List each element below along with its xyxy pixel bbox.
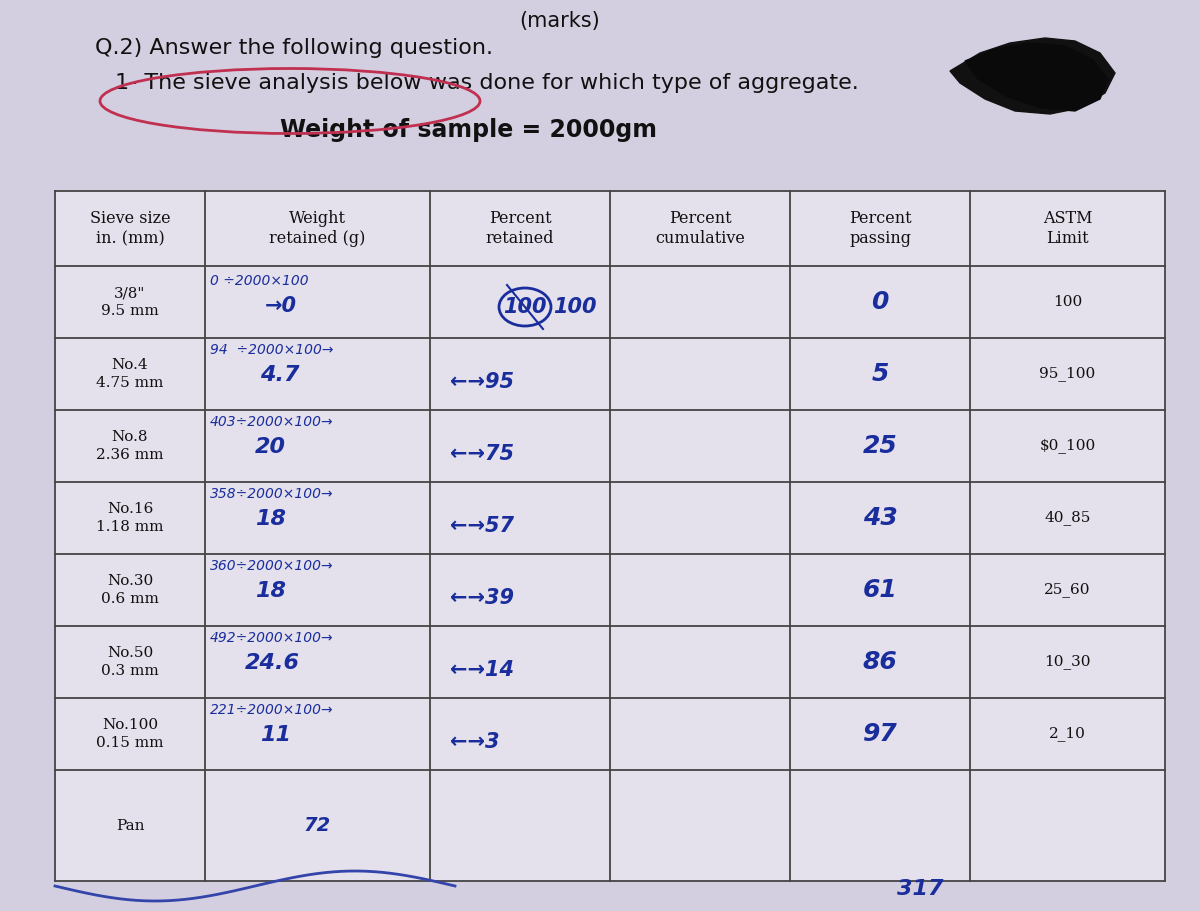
Text: Sieve size
in. (mm): Sieve size in. (mm) (90, 210, 170, 248)
Text: Percent
passing: Percent passing (848, 210, 911, 248)
Text: 25: 25 (863, 434, 898, 458)
Text: $0_100: $0_100 (1039, 438, 1096, 454)
Text: 18: 18 (256, 581, 286, 601)
Text: No.30
0.6 mm: No.30 0.6 mm (101, 574, 158, 606)
Text: 358÷2000×100→: 358÷2000×100→ (210, 487, 334, 501)
Text: 86: 86 (863, 650, 898, 674)
Text: 11: 11 (260, 725, 292, 745)
Text: 40_85: 40_85 (1044, 510, 1091, 526)
Text: (marks): (marks) (520, 11, 600, 31)
Text: 100: 100 (553, 297, 596, 317)
Text: 18: 18 (256, 509, 286, 529)
Polygon shape (950, 38, 1115, 114)
Polygon shape (965, 43, 1108, 111)
Text: 5: 5 (871, 362, 889, 386)
Text: Q.2) Answer the following question.: Q.2) Answer the following question. (95, 38, 493, 58)
Text: 25_60: 25_60 (1044, 582, 1091, 598)
Text: 360÷2000×100→: 360÷2000×100→ (210, 559, 334, 573)
Text: No.50
0.3 mm: No.50 0.3 mm (101, 646, 158, 678)
Text: 43: 43 (863, 506, 898, 530)
Text: Weight
retained (g): Weight retained (g) (269, 210, 366, 248)
Text: ←→3: ←→3 (450, 732, 499, 752)
Text: No.100
0.15 mm: No.100 0.15 mm (96, 719, 163, 750)
Text: 1- The sieve analysis below was done for which type of aggregate.: 1- The sieve analysis below was done for… (115, 73, 859, 93)
Text: ←→39: ←→39 (450, 588, 514, 608)
Text: 61: 61 (863, 578, 898, 602)
Text: 4.7: 4.7 (260, 365, 300, 385)
Text: 20: 20 (256, 437, 286, 457)
Text: 24.6: 24.6 (245, 653, 300, 673)
Text: ←→57: ←→57 (450, 516, 514, 536)
Text: 492÷2000×100→: 492÷2000×100→ (210, 631, 334, 645)
Text: 221÷2000×100→: 221÷2000×100→ (210, 703, 334, 717)
Text: Percent
cumulative: Percent cumulative (655, 210, 745, 248)
Bar (55, 191, 1165, 881)
Text: 10_30: 10_30 (1044, 655, 1091, 670)
Text: 2_10: 2_10 (1049, 727, 1086, 742)
Text: Pan: Pan (115, 818, 144, 833)
Text: 97: 97 (863, 722, 898, 746)
Text: ASTM
Limit: ASTM Limit (1043, 210, 1092, 248)
Text: ←→14: ←→14 (450, 660, 514, 680)
Text: 94  ÷2000×100→: 94 ÷2000×100→ (210, 343, 334, 357)
Text: No.16
1.18 mm: No.16 1.18 mm (96, 502, 163, 534)
Text: 0 ÷2000×100: 0 ÷2000×100 (210, 274, 308, 288)
Text: 72: 72 (304, 816, 331, 835)
Text: 95_100: 95_100 (1039, 366, 1096, 382)
Text: Weight of sample = 2000gm: Weight of sample = 2000gm (280, 118, 658, 142)
Text: 100: 100 (1052, 295, 1082, 309)
Text: No.4
4.75 mm: No.4 4.75 mm (96, 358, 163, 390)
Text: Percent
retained: Percent retained (486, 210, 554, 248)
Text: ←→95: ←→95 (450, 372, 514, 392)
Text: 0: 0 (871, 290, 889, 314)
Text: 3/8"
9.5 mm: 3/8" 9.5 mm (101, 286, 158, 318)
Text: ←→75: ←→75 (450, 444, 514, 464)
Text: 317: 317 (896, 879, 943, 899)
Text: No.8
2.36 mm: No.8 2.36 mm (96, 430, 163, 462)
Text: →0: →0 (265, 296, 298, 316)
Text: 100: 100 (503, 297, 547, 317)
Text: 403÷2000×100→: 403÷2000×100→ (210, 415, 334, 429)
